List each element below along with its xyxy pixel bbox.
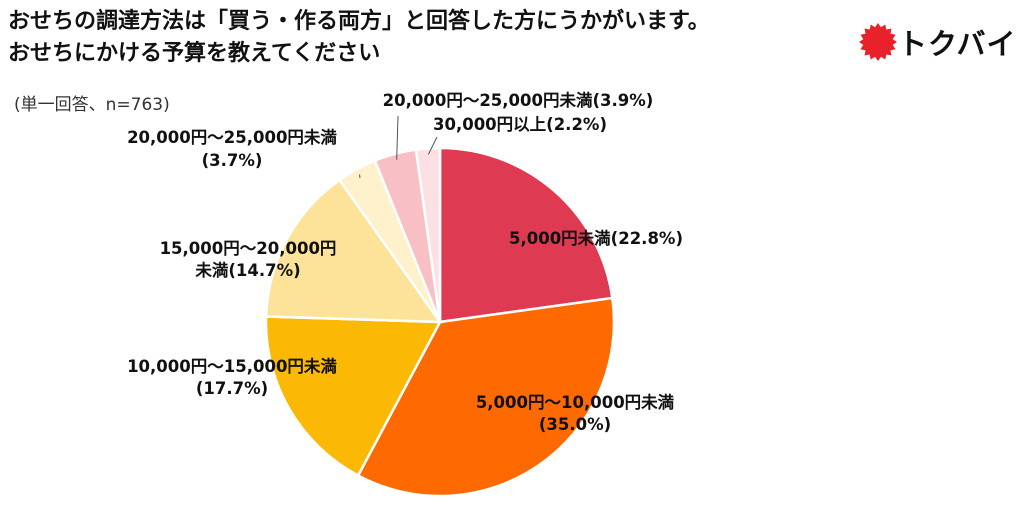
slice-label-line: (3.7%) [202, 151, 263, 170]
pie-chart: 5,000円未満(22.8%) 5,000円～10,000円未満 (35.0%) 10… [0, 0, 1018, 507]
slice-label-line: 5,000円～10,000円未満 [476, 392, 675, 412]
slice-label-line: 5,000円未満(22.8%) [509, 228, 683, 248]
slice-label-line: 20,000円～25,000円未満 [127, 127, 337, 147]
slice-label-line: (17.7%) [196, 379, 268, 398]
slice-label-line: 20,000円～25,000円未満(3.9%) [383, 90, 654, 110]
slice-label-line: 30,000円以上(2.2%) [433, 115, 607, 134]
slice-label: 20,000円～25,000円未満(3.9%) [383, 90, 654, 110]
slice-label-line: (35.0%) [539, 415, 611, 434]
slice-label-line: 15,000円～20,000円 [160, 239, 337, 258]
slice-label-line: 未満(14.7%) [195, 260, 300, 280]
slice-label: 5,000円未満(22.8%) [509, 228, 683, 248]
slice-label-line: 10,000円～15,000円未満 [127, 356, 337, 376]
slice-label: 30,000円以上(2.2%) [433, 115, 607, 134]
slice-label: 20,000円～25,000円未満 (3.7%) [127, 127, 337, 170]
